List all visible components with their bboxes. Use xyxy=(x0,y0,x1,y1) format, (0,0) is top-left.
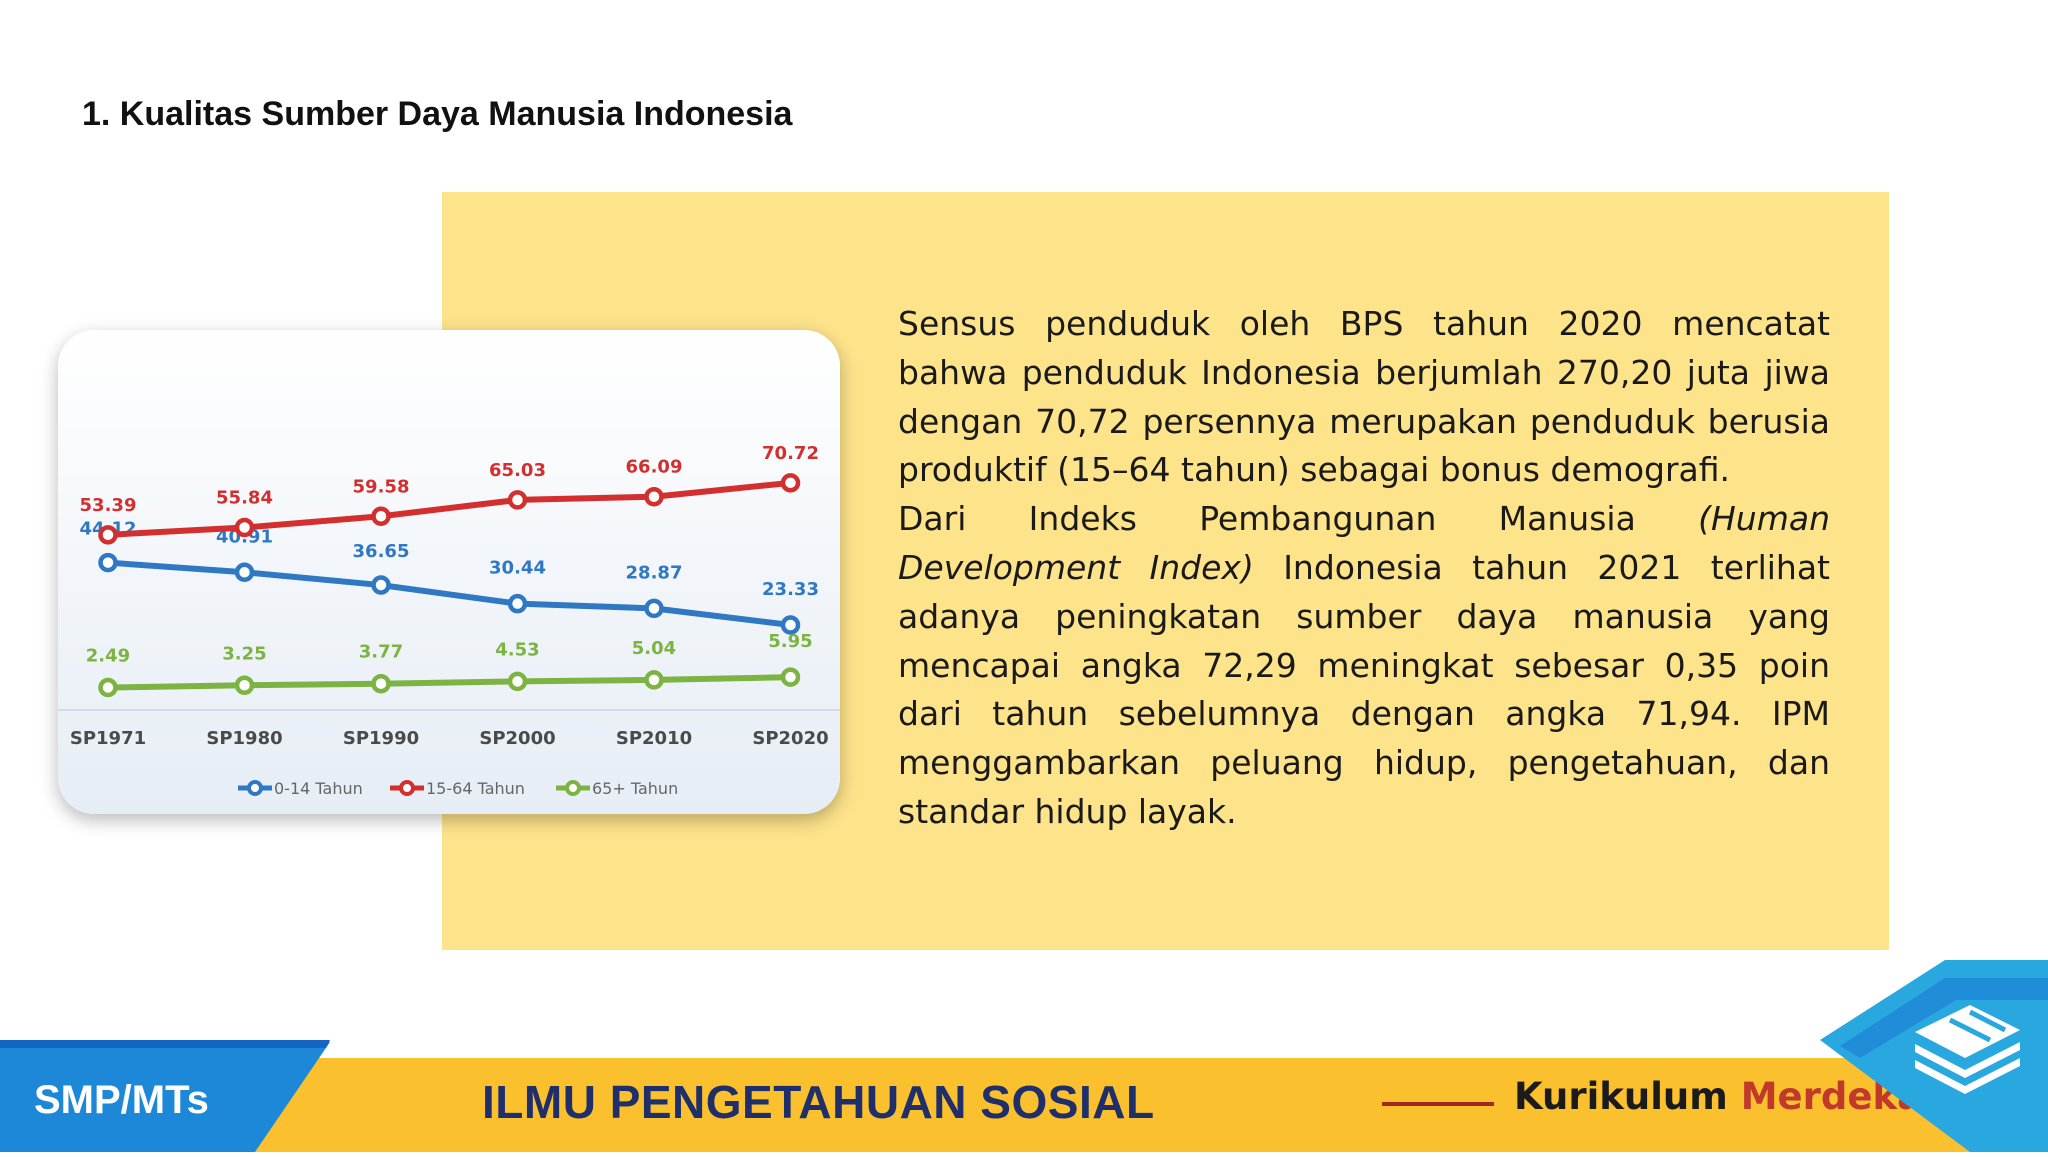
footer-level-badge xyxy=(0,1040,330,1152)
data-point xyxy=(371,575,391,595)
data-label: 70.72 xyxy=(762,443,819,464)
series-line-1 xyxy=(107,479,791,538)
curriculum-label: Kurikulum Merdeka xyxy=(1514,1075,1922,1118)
data-label: 2.49 xyxy=(86,646,130,667)
data-point xyxy=(98,677,118,698)
subject-title: ILMU PENGETAHUAN SOSIAL xyxy=(482,1076,1155,1128)
population-line-chart: 44.1240.9136.6530.4428.8723.3353.3955.84… xyxy=(58,330,840,814)
data-point xyxy=(234,517,255,538)
data-point xyxy=(644,598,664,619)
legend-marker xyxy=(565,780,581,796)
data-label: 28.87 xyxy=(626,562,683,583)
data-label: 53.39 xyxy=(80,495,137,516)
curriculum-word-1: Kurikulum xyxy=(1514,1075,1728,1118)
legend-marker xyxy=(399,780,415,796)
footer-level-label: SMP/MTs xyxy=(34,1078,209,1122)
series-line-0 xyxy=(107,559,791,628)
x-tick-label: SP1980 xyxy=(206,728,282,749)
data-point xyxy=(371,506,391,527)
data-label: 30.44 xyxy=(489,558,546,579)
x-tick-label: SP2000 xyxy=(479,728,555,749)
data-point xyxy=(234,675,255,695)
data-point xyxy=(234,562,255,583)
data-label: 3.77 xyxy=(359,642,403,663)
slide-title: 1. Kualitas Sumber Daya Manusia Indonesi… xyxy=(82,95,793,133)
data-point xyxy=(780,473,801,493)
data-label: 5.95 xyxy=(768,631,812,652)
series-line-2 xyxy=(107,674,791,691)
data-point xyxy=(780,667,801,687)
x-tick-label: SP1990 xyxy=(343,728,419,749)
data-label: 65.03 xyxy=(489,460,546,481)
legend-label: 15-64 Tahun xyxy=(426,779,525,798)
layers-book-icon xyxy=(1820,960,2048,1152)
x-tick-label: SP2010 xyxy=(616,728,692,749)
paragraph-census: Sensus penduduk oleh BPS tahun 2020 menc… xyxy=(898,304,1830,490)
hdi-text-end: Indonesia tahun 2021 terlihat adanya pen… xyxy=(898,547,1830,831)
hdi-text-start: Dari Indeks Pembangunan Manusia xyxy=(898,499,1699,539)
data-label: 55.84 xyxy=(216,487,273,508)
population-chart-card: 44.1240.9136.6530.4428.8723.3353.3955.84… xyxy=(58,330,840,814)
x-tick-label: SP2020 xyxy=(752,728,828,749)
data-label: 4.53 xyxy=(495,639,539,660)
data-point xyxy=(507,593,528,614)
hdi-text-italic: (Human Development Index) xyxy=(898,499,1830,587)
data-point xyxy=(644,670,664,690)
chart-background xyxy=(58,330,840,814)
data-label: 66.09 xyxy=(626,457,683,478)
data-point xyxy=(371,673,391,694)
paragraph-hdi: Dari Indeks Pembangunan Manusia (Human D… xyxy=(898,495,1830,837)
data-label: 23.33 xyxy=(762,579,819,600)
data-point xyxy=(98,552,118,573)
data-label: 59.58 xyxy=(353,476,410,497)
data-point xyxy=(644,486,664,507)
data-label: 3.25 xyxy=(222,643,266,664)
legend-label: 65+ Tahun xyxy=(592,779,678,798)
legend-marker xyxy=(247,780,263,796)
data-point xyxy=(780,615,801,635)
data-point xyxy=(507,671,528,692)
body-text: Sensus penduduk oleh BPS tahun 2020 menc… xyxy=(898,300,1830,837)
footer-bar xyxy=(0,1058,2048,1152)
data-label: 36.65 xyxy=(353,541,410,562)
curriculum-divider xyxy=(1382,1102,1494,1106)
data-point xyxy=(98,525,118,545)
legend-label: 0-14 Tahun xyxy=(274,779,363,798)
x-tick-label: SP1971 xyxy=(70,728,146,749)
data-label: 5.04 xyxy=(632,638,676,659)
data-point xyxy=(507,490,528,510)
